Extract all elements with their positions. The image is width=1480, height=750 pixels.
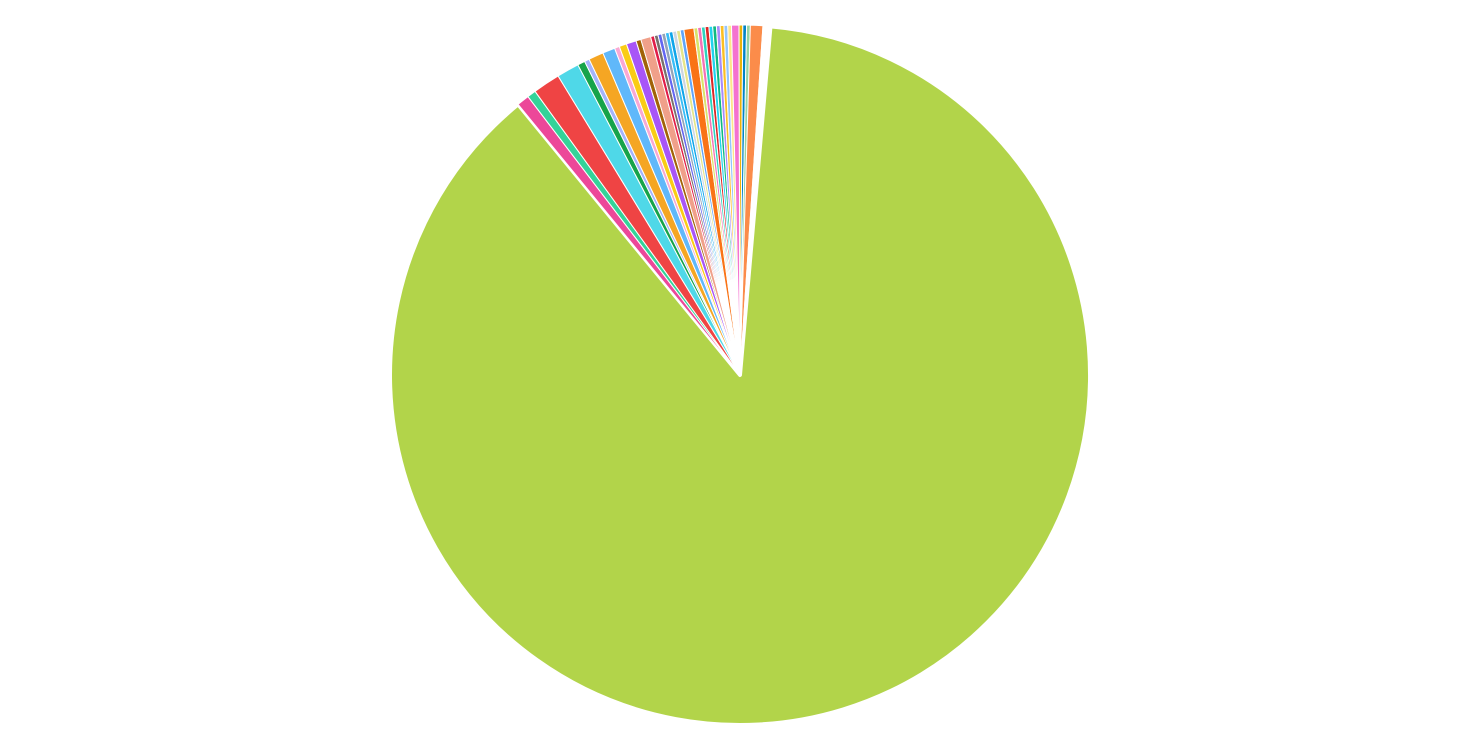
pie-slice-40[interactable]: [739, 25, 771, 376]
pie-slices: [388, 24, 1092, 727]
pie-slice-1[interactable]: [388, 24, 1092, 727]
